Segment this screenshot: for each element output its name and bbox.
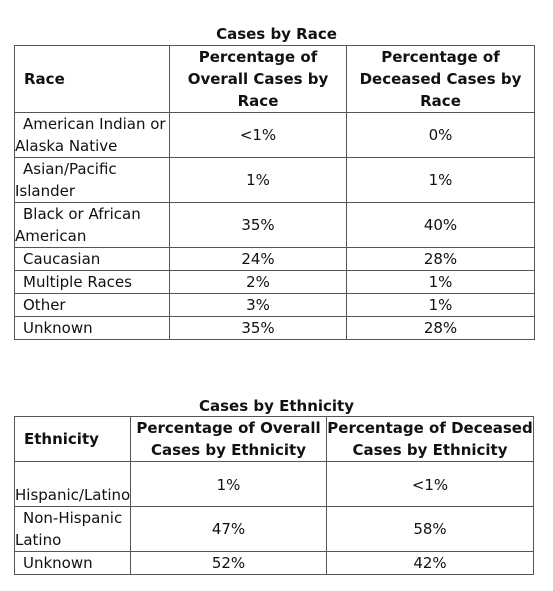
race-column-header: Race — [14, 45, 170, 113]
race-overall-value: 1% — [169, 157, 347, 203]
race-table-caption: Cases by Race — [216, 25, 337, 43]
race-label: Multiple Races — [14, 270, 170, 294]
race-deceased-column-header: Percentage of Deceased Cases by Race — [346, 45, 535, 113]
race-label: Other — [14, 293, 170, 317]
race-overall-value: 24% — [169, 247, 347, 271]
table-row: Caucasian 24% 28% — [14, 247, 535, 271]
race-header-row: Race Percentage of Overall Cases by Race… — [14, 45, 535, 113]
race-table: Race Percentage of Overall Cases by Race… — [14, 45, 535, 340]
race-deceased-value: 40% — [346, 202, 535, 248]
table-row: Asian/Pacific Islander 1% 1% — [14, 157, 535, 203]
race-overall-value: 35% — [169, 316, 347, 340]
ethnicity-table: Ethnicity Percentage of Overall Cases by… — [14, 416, 534, 575]
race-label: Black or African American — [14, 202, 170, 248]
race-label: Unknown — [14, 316, 170, 340]
table-row: Hispanic/Latino 1% <1% — [14, 461, 534, 507]
ethnicity-label: Hispanic/Latino — [14, 461, 131, 507]
ethnicity-table-caption: Cases by Ethnicity — [198, 397, 355, 415]
race-overall-value: 3% — [169, 293, 347, 317]
race-label: Caucasian — [14, 247, 170, 271]
race-deceased-value: 28% — [346, 316, 535, 340]
ethnicity-label: Unknown — [14, 551, 131, 575]
ethnicity-header-row: Ethnicity Percentage of Overall Cases by… — [14, 416, 534, 462]
ethnicity-column-header: Ethnicity — [14, 416, 131, 462]
ethnicity-overall-value: 1% — [130, 461, 327, 507]
race-deceased-value: 28% — [346, 247, 535, 271]
race-deceased-value: 1% — [346, 270, 535, 294]
ethnicity-deceased-value: <1% — [326, 461, 534, 507]
ethnicity-label: Non-Hispanic Latino — [14, 506, 131, 552]
race-label: American Indian or Alaska Native — [14, 112, 170, 158]
table-row: Non-Hispanic Latino 47% 58% — [14, 506, 534, 552]
table-row: Black or African American 35% 40% — [14, 202, 535, 248]
race-overall-column-header: Percentage of Overall Cases by Race — [169, 45, 347, 113]
race-deceased-value: 1% — [346, 293, 535, 317]
table-row: American Indian or Alaska Native <1% 0% — [14, 112, 535, 158]
race-deceased-value: 1% — [346, 157, 535, 203]
race-deceased-value: 0% — [346, 112, 535, 158]
race-overall-value: 2% — [169, 270, 347, 294]
race-label: Asian/Pacific Islander — [14, 157, 170, 203]
ethnicity-deceased-value: 58% — [326, 506, 534, 552]
ethnicity-overall-value: 47% — [130, 506, 327, 552]
table-row: Multiple Races 2% 1% — [14, 270, 535, 294]
table-row: Other 3% 1% — [14, 293, 535, 317]
race-overall-value: <1% — [169, 112, 347, 158]
race-overall-value: 35% — [169, 202, 347, 248]
ethnicity-overall-column-header: Percentage of Overall Cases by Ethnicity — [130, 416, 327, 462]
ethnicity-overall-value: 52% — [130, 551, 327, 575]
table-row: Unknown 35% 28% — [14, 316, 535, 340]
table-row: Unknown 52% 42% — [14, 551, 534, 575]
ethnicity-deceased-value: 42% — [326, 551, 534, 575]
ethnicity-deceased-column-header: Percentage of Deceased Cases by Ethnicit… — [326, 416, 534, 462]
